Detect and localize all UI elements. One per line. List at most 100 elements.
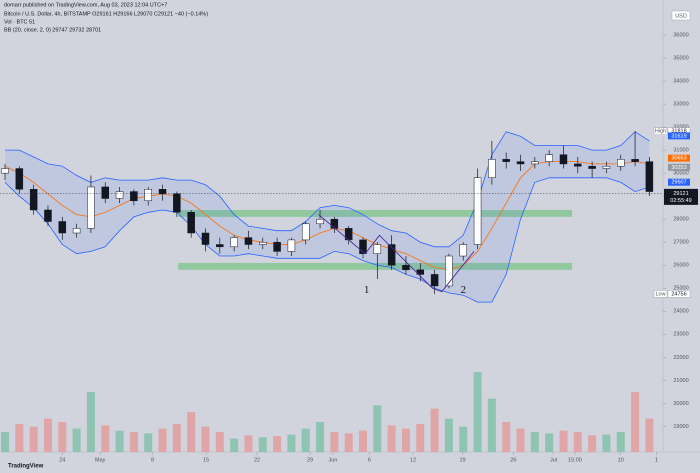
volume-bar: [287, 434, 296, 452]
candle-body: [259, 241, 267, 245]
volume-bar: [645, 418, 654, 452]
x-tick-label: 1: [655, 457, 658, 463]
y-tick-label: 19000: [673, 424, 688, 430]
volume-bar: [631, 392, 640, 452]
zone: [178, 262, 573, 270]
x-tick-label: 10: [618, 457, 624, 463]
y-tick-label: 21000: [673, 378, 688, 384]
y-tick-label: 23000: [673, 332, 688, 338]
zone: [178, 209, 573, 217]
last-price-box: [664, 188, 698, 205]
candle-body: [645, 161, 654, 192]
candle-body: [373, 244, 382, 254]
volume-legend: Vol · BTC 51: [4, 19, 35, 25]
candle-body: [230, 237, 238, 248]
volume-bar: [444, 418, 453, 452]
symbol-line: Bitcoin / U.S. Dollar, 4h, BITSTAMP O291…: [4, 11, 208, 17]
volume-bar: [101, 425, 110, 452]
y-tick-label: 22000: [673, 355, 688, 361]
volume-bar: [373, 405, 382, 452]
candle-body: [359, 239, 367, 254]
price-label: 31619: [671, 133, 686, 139]
volume-bar: [301, 428, 310, 452]
x-tick-label: Jul: [550, 457, 557, 463]
y-tick-label: 31000: [673, 148, 688, 154]
volume-bar: [187, 412, 196, 452]
bb-lower: [4, 177, 650, 303]
candle-body: [430, 274, 439, 287]
point-label: 1: [364, 284, 370, 296]
candle-body: [115, 191, 124, 199]
candle-body: [58, 221, 67, 234]
candle-body: [316, 218, 324, 225]
candle-body: [330, 218, 339, 229]
candle-body: [516, 161, 525, 165]
volume-bar: [359, 430, 368, 452]
price-label: 30653: [671, 156, 686, 162]
candle-body: [201, 232, 210, 245]
volume-bar: [545, 433, 554, 452]
volume-bar: [129, 432, 138, 452]
candle-body: [87, 186, 95, 229]
x-tick-label: 29: [307, 457, 313, 463]
price-label-box: [667, 290, 691, 298]
candle-body: [29, 189, 38, 211]
volume-bar: [602, 434, 611, 452]
candle-body: [459, 244, 467, 257]
last-price: 29121: [673, 191, 688, 197]
candle-body: [130, 191, 138, 202]
candle-body: [72, 228, 81, 234]
volume-bar: [172, 424, 181, 452]
volume-bar: [559, 430, 568, 452]
x-tick-label: 15:00: [568, 457, 582, 463]
candle-body: [545, 154, 553, 162]
y-tick-label: 24000: [673, 309, 688, 315]
point-label: 2: [460, 284, 466, 296]
x-tick-label: 12: [410, 457, 416, 463]
x-tick-label: 19: [459, 457, 465, 463]
candle-body: [445, 255, 453, 287]
candle-body: [574, 163, 582, 167]
x-tick-label: Jun: [328, 457, 337, 463]
candle-body: [387, 244, 396, 266]
x-tick-label: 8: [151, 457, 154, 463]
y-tick-label: 32000: [673, 125, 688, 131]
price-label-tag: [653, 290, 668, 298]
y-tick-label: 35000: [673, 55, 688, 61]
x-tick-label: 26: [510, 457, 516, 463]
candle-body: [502, 159, 510, 162]
candle-body: [44, 209, 52, 222]
candle-body: [273, 241, 281, 252]
volume-bar: [29, 426, 38, 452]
volume-bar: [316, 422, 325, 452]
candle-body: [602, 165, 611, 169]
volume-bar: [516, 428, 525, 452]
y-tick-label: 25000: [673, 286, 688, 292]
volume-bar: [244, 435, 253, 452]
x-tick-label: 6: [368, 457, 371, 463]
volume-bar: [258, 437, 267, 452]
y-tick-label: 20000: [673, 401, 688, 407]
volume-bar: [416, 424, 425, 452]
candle-body: [488, 159, 496, 178]
bb-basis: [4, 161, 650, 271]
price-label: 24756: [671, 291, 686, 297]
volume-bar: [58, 422, 67, 452]
y-tick-label: 26000: [673, 263, 688, 269]
publisher: domarr published on TradingView.com, Aug…: [4, 2, 167, 8]
candle-body: [631, 159, 639, 162]
price-label-tag: [653, 127, 668, 135]
volume-bar: [15, 424, 24, 452]
price-label-box: [668, 132, 690, 140]
volume-bar: [1, 432, 10, 452]
candle-body: [187, 212, 195, 234]
price-label-box: [668, 163, 690, 171]
volume-bar: [144, 433, 153, 452]
volume-bar: [215, 432, 224, 452]
candle-body: [531, 161, 539, 165]
candle-body: [301, 223, 310, 241]
price-label-box: [668, 154, 690, 162]
price-label-name: Low: [655, 291, 665, 297]
countdown: 02:55:49: [670, 198, 691, 204]
